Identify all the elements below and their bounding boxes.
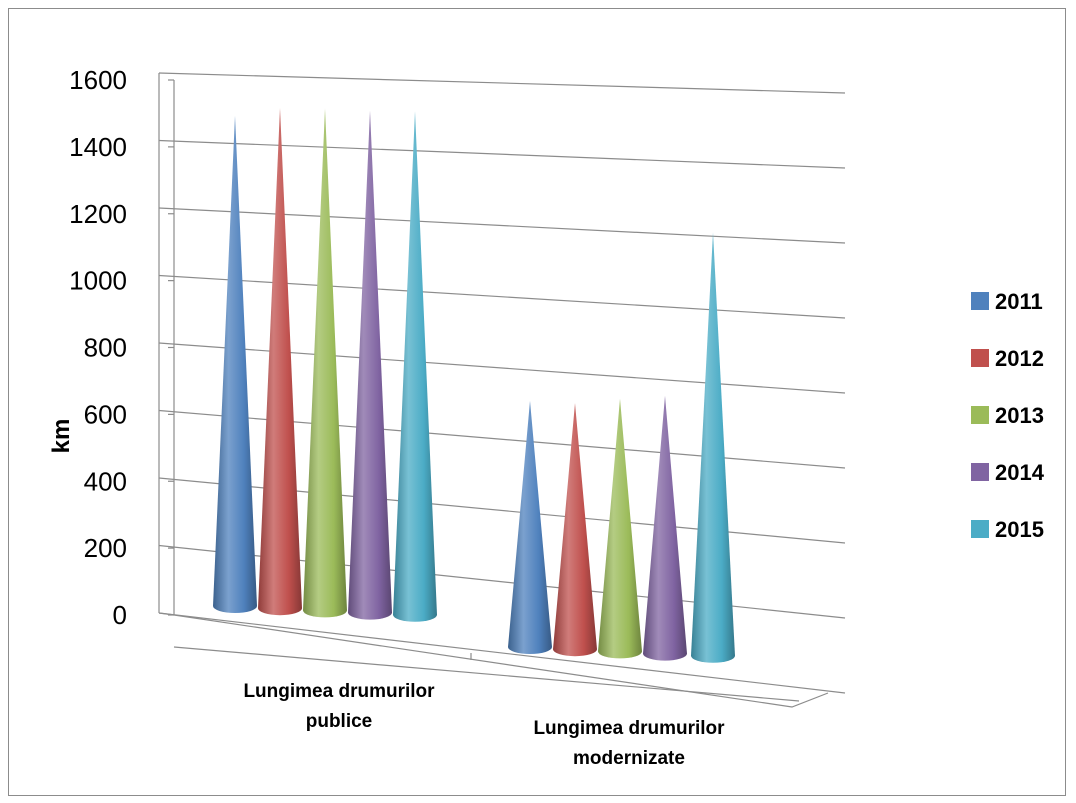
y-tick-label: 600 [84,399,127,429]
y-tick-label: 1200 [69,199,127,229]
legend-label: 2014 [995,460,1045,485]
floor-front-edge [173,614,829,708]
cone-2013-modernizate [598,398,642,659]
gridline [158,274,846,319]
gridline [158,139,846,169]
chart-frame: 0 200 400 600 800 1000 1200 1400 1600 Lungimea d… [8,8,1066,796]
y-axis-title: km [48,419,75,454]
legend-label: 2012 [995,346,1044,371]
cone-2014-modernizate [643,395,687,661]
gridline [158,207,846,244]
legend-swatch [971,406,989,424]
x-category-label: Lungimea drumurilor publice [243,681,435,732]
legend: 2011 2012 2013 2014 2015 [971,289,1045,542]
legend-label: 2013 [995,403,1044,428]
cone-2014-publice [348,110,392,620]
legend-swatch [971,349,989,367]
cones [213,107,735,663]
y-tick-label: 200 [84,533,127,563]
cone-2011-modernizate [508,400,552,654]
legend-label: 2015 [995,517,1044,542]
y-tick-label: 1600 [69,65,127,95]
y-tick-label: 1000 [69,266,127,296]
cone-chart: 0 200 400 600 800 1000 1200 1400 1600 Lungimea d… [48,65,1045,769]
cone-2015-modernizate [691,232,735,663]
cone-2012-modernizate [553,403,597,657]
cone-2011-publice [213,115,257,613]
legend-label: 2011 [995,289,1043,314]
cone-2015-publice [393,111,437,622]
x-axis [173,646,800,702]
y-tick-label: 400 [84,466,127,496]
cone-2012-publice [258,107,302,616]
cone-2013-publice [303,108,347,618]
x-axis-labels: Lungimea drumurilor publice Lungimea drumu… [243,681,725,769]
x-axis-line [173,646,800,702]
y-tick-label: 800 [84,333,127,363]
y-tick-label: 0 [113,600,127,630]
gridline [158,72,846,94]
y-axis-ticks: 0 200 400 600 800 1000 1200 1400 1600 [69,65,175,630]
legend-swatch [971,520,989,538]
legend-swatch [971,292,989,310]
gridline [158,409,846,469]
legend-swatch [971,463,989,481]
gridline [158,342,846,394]
x-category-label: Lungimea drumurilor modernizate [533,718,725,769]
gridline [158,612,846,694]
y-tick-label: 1400 [69,132,127,162]
